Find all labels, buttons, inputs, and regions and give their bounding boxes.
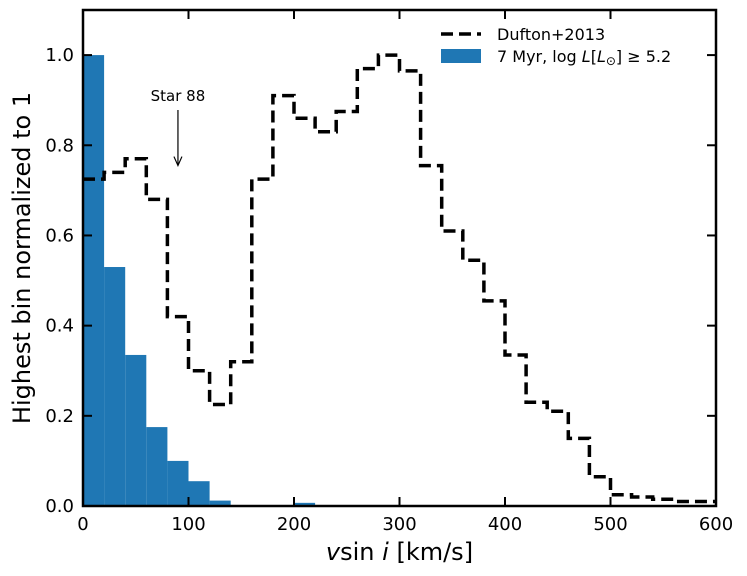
y-tick-label-3: 0.6 [45,225,74,246]
y-tick-label-1: 0.2 [45,406,74,427]
hist-bar-2 [125,354,147,506]
y-axis-label: Highest bin normalized to 1 [8,92,36,424]
annotation-layer: Star 88 [151,87,206,168]
x-tick-label-0: 0 [77,514,88,535]
x-tick-label-5: 500 [593,514,627,535]
plot-frame [81,8,718,508]
hist-bar-4 [167,460,189,506]
y-tick-label-4: 0.8 [45,135,74,156]
hist-bar-6 [209,500,231,506]
hist-bar-3 [146,427,168,506]
legend-hist-label: 7 Myr, log L[L⊙] ≥ 5.2 [497,47,671,68]
x-tick-label-3: 300 [382,514,416,535]
x-tick-label-1: 100 [171,514,205,535]
hist-bar-5 [188,481,210,506]
x-tick-label-2: 200 [277,514,311,535]
hist-bar-0 [83,55,105,506]
y-tick-label-2: 0.4 [45,316,74,337]
histogram-bars [83,55,316,506]
hist-bar-1 [104,267,126,506]
x-tick-label-4: 400 [488,514,522,535]
star-88-arrowhead [173,156,183,168]
dufton-line-layer [83,53,716,504]
legend-hist-swatch [441,49,481,63]
legend-dufton-label: Dufton+2013 [497,25,605,44]
x-axis-label: vsin i [km/s] [326,538,473,566]
star-88-label: Star 88 [151,87,206,105]
dufton-step-line [83,53,716,504]
y-tick-label-0: 0.0 [45,496,74,517]
y-tick-label-5: 1.0 [45,45,74,66]
ticks-layer: 0 100 200 300 400 500 600 0.0 0.2 0.4 0.6 0.8 1.0 [45,10,733,535]
hist-bar-10 [294,502,316,506]
x-tick-label-6: 600 [699,514,733,535]
legend: Dufton+2013 7 Myr, log L[L⊙] ≥ 5.2 [441,25,671,68]
